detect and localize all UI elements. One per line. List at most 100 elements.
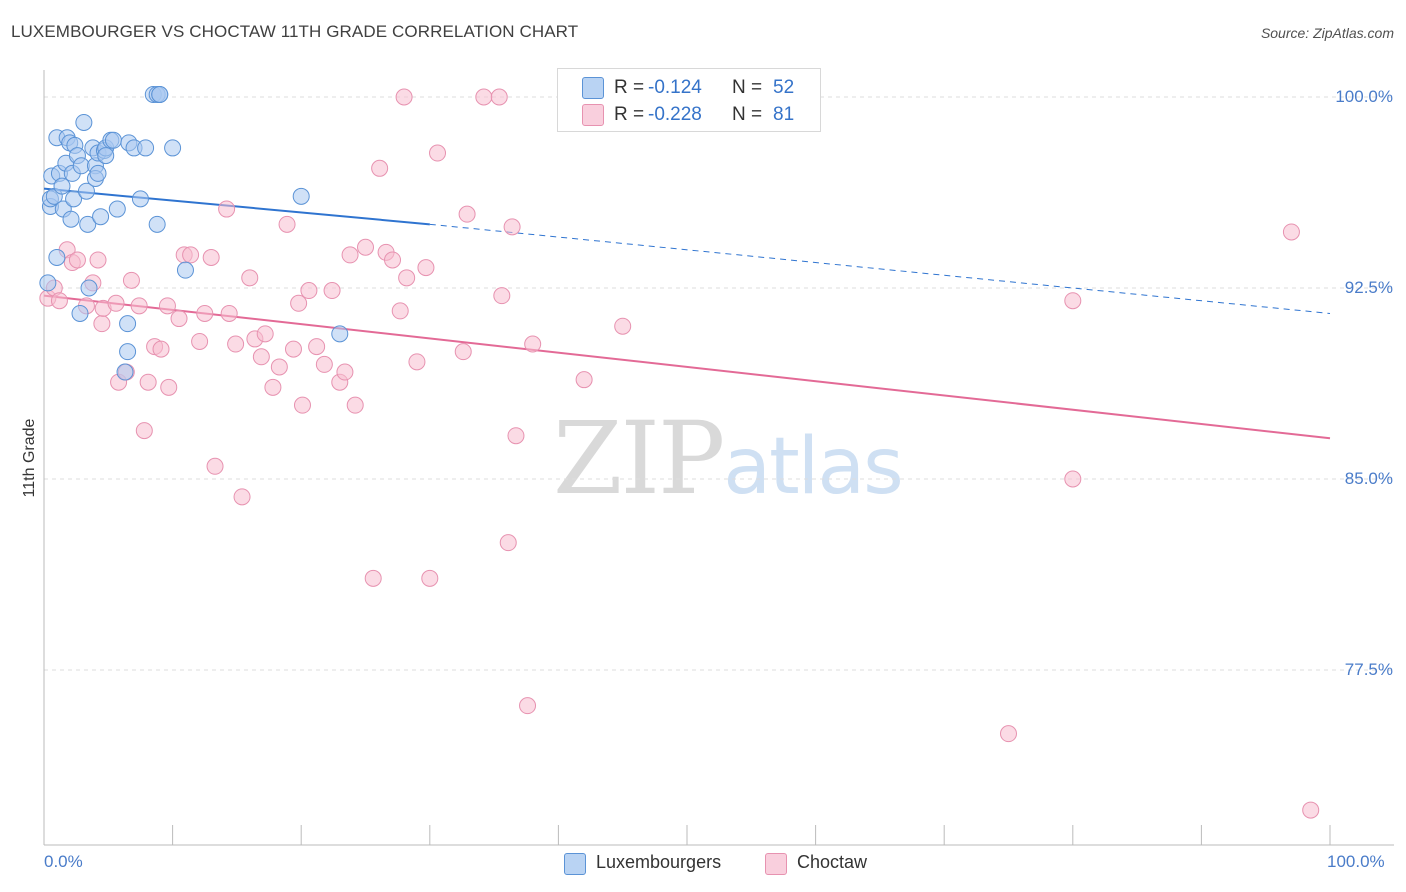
choctaw-point-68 — [507, 427, 525, 445]
legend-r-label: R = — [614, 104, 645, 125]
luxembourgers-point-34 — [104, 131, 122, 149]
legend-swatch-blue — [582, 77, 604, 99]
luxembourgers-point-5 — [48, 248, 66, 266]
choctaw-point-77 — [1064, 292, 1082, 310]
trendline-choctaw — [43, 294, 1331, 440]
luxembourgers-point-42 — [137, 139, 155, 157]
luxembourgers-point-43 — [148, 215, 166, 233]
choctaw-point-75 — [1000, 725, 1017, 743]
luxembourgers-point-35 — [108, 200, 126, 218]
choctaw-point-71 — [524, 335, 542, 353]
trendline-luxembourgers — [43, 187, 430, 226]
choctaw-point-43 — [300, 282, 318, 300]
y-tick-label-2: 92.5% — [1344, 278, 1393, 297]
choctaw-point-31 — [227, 335, 245, 353]
choctaw-point-44 — [308, 338, 326, 356]
choctaw-point-55 — [384, 251, 402, 269]
choctaw-point-29 — [218, 200, 236, 218]
choctaw-point-9 — [93, 315, 111, 333]
choctaw-point-32 — [233, 488, 251, 506]
choctaw-point-2 — [50, 292, 68, 310]
luxembourgers-point-20 — [75, 113, 93, 131]
choctaw-point-64 — [475, 88, 493, 106]
choctaw-point-17 — [139, 373, 157, 391]
choctaw-point-56 — [391, 302, 409, 320]
luxembourgers-point-22 — [79, 215, 97, 233]
choctaw-point-37 — [264, 378, 282, 396]
choctaw-point-61 — [429, 144, 447, 162]
choctaw-point-63 — [458, 205, 476, 223]
y-tick-label-0: 77.5% — [1344, 660, 1393, 679]
choctaw-point-36 — [256, 325, 274, 343]
choctaw-point-76 — [1064, 470, 1082, 488]
x-tick-label-max: 100.0% — [1327, 852, 1385, 871]
choctaw-point-59 — [417, 259, 435, 277]
choctaw-point-70 — [519, 697, 537, 715]
choctaw-point-24 — [182, 246, 200, 264]
trendline-luxembourgers-projection — [429, 223, 1331, 314]
luxembourgers-point-41 — [131, 190, 149, 208]
choctaw-point-58 — [408, 353, 426, 371]
choctaw-point-8 — [89, 251, 107, 269]
choctaw-point-30 — [220, 304, 238, 322]
choctaw-point-21 — [160, 378, 178, 396]
luxembourgers-point-51 — [331, 325, 349, 343]
choctaw-point-66 — [490, 88, 508, 106]
legend-r-label: R = — [614, 77, 645, 98]
choctaw-point-11 — [107, 294, 125, 312]
choctaw-point-45 — [315, 355, 333, 373]
y-tick-label-3: 100.0% — [1335, 87, 1393, 106]
legend-swatch-luxembourgers — [564, 853, 586, 875]
luxembourgers-point-32 — [97, 147, 115, 165]
choctaw-point-33 — [241, 269, 259, 287]
legend-r-value: -0.228 — [648, 104, 702, 125]
choctaw-point-50 — [346, 396, 364, 414]
luxembourgers-point-8 — [53, 177, 71, 195]
trend-layer — [43, 187, 1331, 440]
luxembourgers-point-15 — [65, 190, 83, 208]
choctaw-point-15 — [130, 297, 148, 315]
choctaw-point-67 — [503, 218, 521, 236]
luxembourgers-point-27 — [89, 164, 107, 182]
choctaw-point-41 — [290, 294, 308, 312]
choctaw-point-19 — [152, 340, 170, 358]
luxembourgers-point-48 — [164, 139, 182, 157]
choctaw-point-42 — [293, 396, 311, 414]
luxembourgers-point-21 — [77, 182, 95, 200]
axis-layer — [43, 70, 1394, 846]
choctaw-point-62 — [454, 343, 472, 361]
legend-swatch-pink — [582, 104, 604, 126]
chart-title: LUXEMBOURGER VS CHOCTAW 11TH GRADE CORRE… — [11, 22, 579, 41]
watermark-zip: ZIP — [553, 400, 725, 517]
luxembourgers-point-13 — [62, 210, 80, 228]
choctaw-point-57 — [398, 269, 416, 287]
choctaw-point-27 — [202, 248, 220, 266]
watermark-atlas: atlas — [723, 422, 903, 512]
points-layer — [39, 85, 1320, 819]
legend-label-luxembourgers: Luxembourgers — [596, 852, 722, 872]
grid-layer — [44, 96, 1394, 671]
choctaw-point-80 — [395, 88, 413, 106]
choctaw-point-38 — [270, 358, 288, 376]
choctaw-point-26 — [196, 304, 214, 322]
legend-label-choctaw: Choctaw — [797, 852, 868, 872]
choctaw-point-22 — [170, 310, 188, 328]
choctaw-point-51 — [357, 238, 374, 256]
luxembourgers-point-37 — [119, 315, 137, 333]
luxembourgers-point-38 — [116, 363, 134, 381]
choctaw-point-49 — [341, 246, 359, 264]
choctaw-point-72 — [575, 371, 593, 389]
choctaw-point-20 — [158, 297, 176, 315]
legend-n-value: 52 — [773, 77, 795, 98]
choctaw-point-40 — [284, 340, 302, 358]
choctaw-point-78 — [1282, 223, 1300, 241]
source-label: Source: ZipAtlas.com — [1260, 25, 1394, 41]
choctaw-point-69 — [499, 534, 517, 552]
choctaw-point-73 — [614, 317, 632, 335]
legend-swatch-choctaw — [765, 853, 787, 875]
choctaw-point-35 — [252, 348, 270, 366]
choctaw-point-14 — [122, 271, 140, 289]
legend-n-value: 81 — [773, 104, 795, 125]
y-tick-label-1: 85.0% — [1344, 469, 1393, 488]
